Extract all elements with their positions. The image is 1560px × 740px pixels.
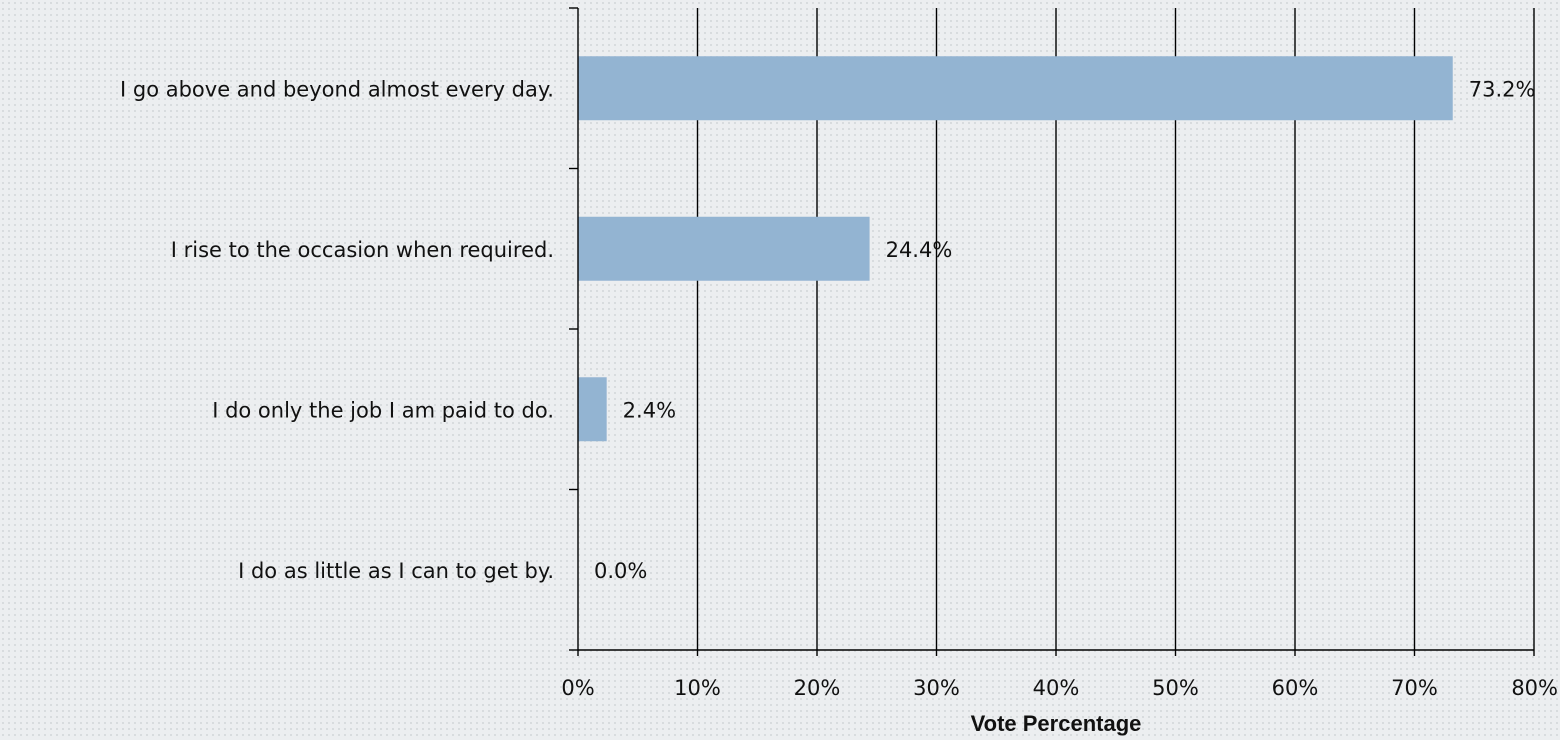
- category-label-3: I do only the job I am paid to do.: [212, 398, 554, 422]
- x-tick-label-50: 50%: [1152, 676, 1199, 700]
- x-axis-title: Vote Percentage: [971, 711, 1142, 736]
- value-label-1: 73.2%: [1469, 77, 1536, 101]
- value-label-3: 2.4%: [623, 398, 676, 422]
- category-label-1: I go above and beyond almost every day.: [120, 77, 554, 101]
- x-tick-label-10: 10%: [674, 676, 721, 700]
- x-tick-label-70: 70%: [1391, 676, 1438, 700]
- x-tick-label-60: 60%: [1272, 676, 1319, 700]
- category-label-2: I rise to the occasion when required.: [171, 238, 554, 262]
- bar-1: [578, 56, 1453, 121]
- x-tick-label-20: 20%: [794, 676, 841, 700]
- value-label-2: 24.4%: [886, 238, 953, 262]
- x-tick-label-0: 0%: [561, 676, 594, 700]
- value-label-4: 0.0%: [594, 559, 647, 583]
- x-tick-label-40: 40%: [1033, 676, 1080, 700]
- bar-2: [578, 216, 870, 281]
- bars: [578, 56, 1453, 442]
- axes: [569, 7, 1535, 656]
- labels: 73.2% I go above and beyond almost every …: [120, 77, 1558, 700]
- category-label-4: I do as little as I can to get by.: [238, 559, 554, 583]
- x-tick-label-80: 80%: [1511, 676, 1558, 700]
- bar-3: [578, 377, 607, 442]
- x-tick-label-30: 30%: [913, 676, 960, 700]
